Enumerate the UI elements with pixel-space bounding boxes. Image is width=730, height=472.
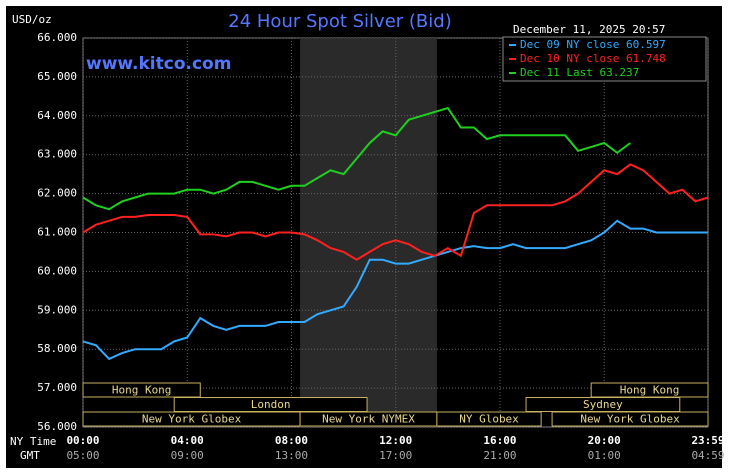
- y-tick-label: 66.000: [37, 31, 77, 44]
- x-tick-label: 04:00: [171, 434, 204, 447]
- chart-title: 24 Hour Spot Silver (Bid): [228, 11, 451, 32]
- series-line: [82, 163, 709, 261]
- y-tick-label: 64.000: [37, 109, 77, 122]
- watermark: www.kitco.com: [86, 54, 231, 74]
- legend-label: Dec 10 NY close 61.748: [520, 52, 666, 65]
- y-tick-label: 56.000: [37, 420, 77, 433]
- y-tick-label: 63.000: [37, 148, 77, 161]
- session-label: Sydney: [583, 398, 623, 411]
- x2-tick-label: 05:00: [66, 449, 99, 462]
- x-tick-label: 00:00: [66, 434, 99, 447]
- x2-tick-label: 01:00: [588, 449, 621, 462]
- y-tick-label: 58.000: [37, 342, 77, 355]
- session-label: New York Globex: [580, 413, 680, 426]
- unit-label: USD/oz: [12, 13, 52, 26]
- session-label: New York Globex: [142, 413, 242, 426]
- series-line: [82, 106, 631, 211]
- x2-tick-label: 21:00: [483, 449, 516, 462]
- session-bar: [551, 411, 709, 427]
- y-tick-label: 59.000: [37, 303, 77, 316]
- y-tick-label: 57.000: [37, 381, 77, 394]
- x2-tick-label: 17:00: [379, 449, 412, 462]
- session-label: Hong Kong: [112, 384, 172, 397]
- session-label: New York NYMEX: [322, 413, 415, 426]
- session-bar: [82, 382, 201, 398]
- session-label: London: [251, 398, 291, 411]
- session-bar: [436, 411, 542, 427]
- y-tick-label: 61.000: [37, 226, 77, 239]
- x2-tick-label: 04:59: [691, 449, 724, 462]
- y-tick-label: 62.000: [37, 187, 77, 200]
- y-tick-label: 60.000: [37, 264, 77, 277]
- session-label: NY Globex: [459, 413, 519, 426]
- y-tick-label: 65.000: [37, 70, 77, 83]
- timestamp: December 11, 2025 20:57: [513, 23, 665, 36]
- x-tick-label: 12:00: [379, 434, 412, 447]
- x2-tick-label: 09:00: [171, 449, 204, 462]
- session-label: Hong Kong: [620, 384, 680, 397]
- x-tick-label: 23:59: [691, 434, 724, 447]
- legend-box: [502, 36, 707, 82]
- legend-label: Dec 11 Last 63.237: [520, 66, 639, 79]
- x2-tick-label: 13:00: [275, 449, 308, 462]
- x-axis-label: NY Time: [10, 435, 56, 448]
- x2-axis-label: GMT: [20, 449, 40, 462]
- x-tick-label: 20:00: [588, 434, 621, 447]
- x-tick-label: 16:00: [483, 434, 516, 447]
- x-tick-label: 08:00: [275, 434, 308, 447]
- series-line: [82, 219, 708, 361]
- legend-label: Dec 09 NY close 60.597: [520, 38, 666, 51]
